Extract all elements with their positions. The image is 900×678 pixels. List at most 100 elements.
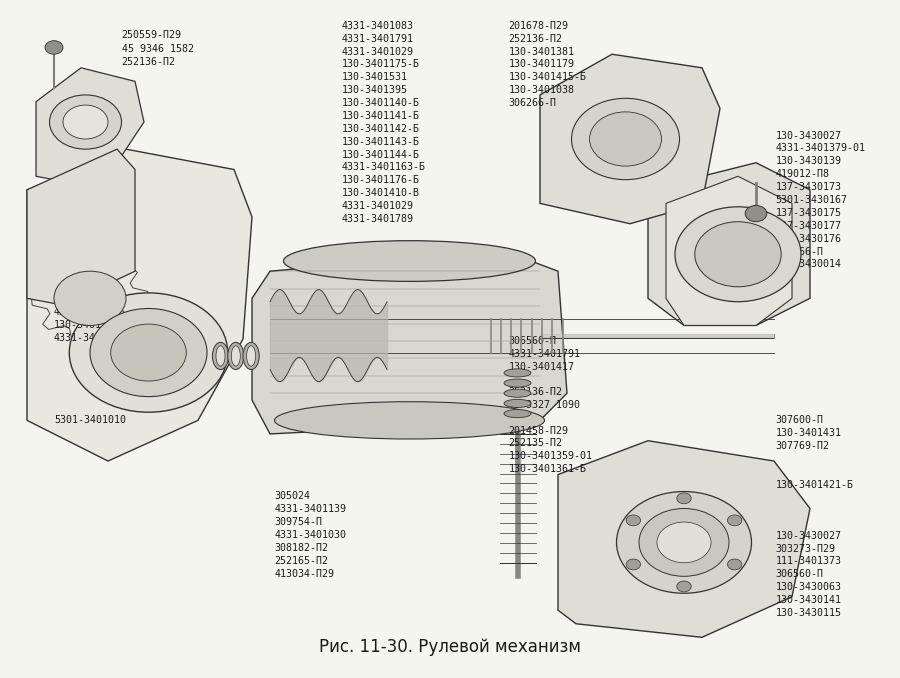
Text: 130-3401531: 130-3401531 (342, 73, 408, 82)
Text: 130-3401431: 130-3401431 (776, 428, 842, 438)
Circle shape (63, 105, 108, 139)
Ellipse shape (231, 346, 240, 366)
Text: 137-3430014: 137-3430014 (776, 260, 842, 269)
Text: 4331-3401029: 4331-3401029 (342, 201, 414, 211)
Text: 419012-П8: 419012-П8 (776, 170, 830, 179)
Circle shape (657, 522, 711, 563)
Polygon shape (252, 251, 567, 434)
Circle shape (745, 205, 767, 222)
Circle shape (677, 581, 691, 592)
Text: 306266-П: 306266-П (776, 247, 824, 256)
Polygon shape (648, 163, 810, 325)
Circle shape (677, 493, 691, 504)
Text: 4331-3401789: 4331-3401789 (342, 214, 414, 224)
Text: 130-3401144-Б: 130-3401144-Б (342, 150, 420, 159)
Text: 130-3401417: 130-3401417 (508, 362, 574, 372)
Text: 252136-П2: 252136-П2 (122, 58, 176, 67)
Text: 5301-3401010: 5301-3401010 (54, 416, 126, 425)
Ellipse shape (243, 342, 259, 370)
Text: 250559-П29: 250559-П29 (122, 31, 182, 40)
Circle shape (639, 508, 729, 576)
Circle shape (111, 324, 186, 381)
Ellipse shape (284, 241, 536, 281)
Text: 307769-П2: 307769-П2 (776, 441, 830, 451)
Text: 130-3430141: 130-3430141 (776, 595, 842, 605)
Ellipse shape (504, 389, 531, 397)
Text: 130-3401142-Б: 130-3401142-Б (342, 124, 420, 134)
Text: 130-3401381: 130-3401381 (508, 47, 574, 56)
Text: 45 9327 1090: 45 9327 1090 (508, 400, 580, 410)
Text: 4331-3401379-01: 4331-3401379-01 (776, 144, 866, 153)
Circle shape (590, 112, 662, 166)
Text: 4331-3401791: 4331-3401791 (508, 349, 580, 359)
Text: 201678-П29: 201678-П29 (508, 21, 569, 31)
Text: 307600-П: 307600-П (776, 416, 824, 425)
Text: 130-3430027: 130-3430027 (776, 531, 842, 540)
Text: 4331-3401529-02: 4331-3401529-02 (54, 333, 144, 342)
Text: 137-3430173: 137-3430173 (776, 182, 842, 192)
Circle shape (675, 207, 801, 302)
Text: 252165-П2: 252165-П2 (274, 556, 328, 565)
Circle shape (45, 41, 63, 54)
Text: 201458-П29: 201458-П29 (508, 426, 569, 435)
Text: 130-3401179: 130-3401179 (508, 60, 574, 69)
Text: 130-3401421-Б: 130-3401421-Б (776, 480, 854, 490)
Text: 306266-П: 306266-П (508, 98, 556, 108)
Text: 45 9346 1582: 45 9346 1582 (122, 44, 194, 54)
Text: 111-3401373: 111-3401373 (776, 557, 842, 566)
Text: 130-3401038: 130-3401038 (508, 85, 574, 95)
Circle shape (572, 98, 680, 180)
Text: 4331-3401029: 4331-3401029 (342, 47, 414, 56)
Polygon shape (27, 149, 252, 461)
Circle shape (69, 293, 228, 412)
Text: 306560-П: 306560-П (508, 336, 556, 346)
Circle shape (54, 271, 126, 325)
Polygon shape (36, 68, 144, 183)
Text: 4331-3401065: 4331-3401065 (54, 307, 126, 317)
Text: 130-3401415-Б: 130-3401415-Б (508, 73, 587, 82)
Circle shape (50, 95, 122, 149)
Text: 130-3401176-Б: 130-3401176-Б (342, 176, 420, 185)
Text: 130-3430139: 130-3430139 (776, 157, 842, 166)
Text: 252136-П2: 252136-П2 (508, 34, 562, 43)
Text: 130-3401359-01: 130-3401359-01 (508, 452, 592, 461)
Text: 130-3401410-В: 130-3401410-В (342, 188, 420, 198)
Text: 130-3401140-Б: 130-3401140-Б (342, 98, 420, 108)
Polygon shape (666, 176, 792, 325)
Circle shape (626, 515, 641, 526)
Circle shape (727, 515, 742, 526)
Text: 130-3430063: 130-3430063 (776, 582, 842, 592)
Ellipse shape (212, 342, 229, 370)
Circle shape (626, 559, 641, 570)
Text: 130-3401361-Б: 130-3401361-Б (508, 464, 587, 474)
Text: 130-3401141-Б: 130-3401141-Б (342, 111, 420, 121)
Polygon shape (558, 441, 810, 637)
Text: 137-3430177: 137-3430177 (776, 221, 842, 231)
Circle shape (90, 308, 207, 397)
Text: 130-3401175-Б: 130-3401175-Б (342, 60, 420, 69)
Text: 130-3401381: 130-3401381 (54, 320, 120, 330)
Ellipse shape (504, 379, 531, 387)
Text: 413034-П29: 413034-П29 (274, 569, 335, 578)
Text: 303273-П29: 303273-П29 (776, 544, 836, 553)
Text: Рис. 11-30. Рулевой механизм: Рис. 11-30. Рулевой механизм (319, 639, 581, 656)
Text: 130-3401395: 130-3401395 (342, 85, 408, 95)
Text: 130-3430115: 130-3430115 (776, 608, 842, 618)
Text: 4331-3401083: 4331-3401083 (342, 21, 414, 31)
Text: 130-3430027: 130-3430027 (776, 131, 842, 140)
Ellipse shape (228, 342, 244, 370)
Text: 4331-3401139: 4331-3401139 (274, 504, 346, 514)
Text: 309754-П: 309754-П (274, 517, 322, 527)
Ellipse shape (247, 346, 256, 366)
Text: 4331-3401791: 4331-3401791 (342, 34, 414, 43)
Circle shape (695, 222, 781, 287)
Ellipse shape (274, 401, 544, 439)
Text: 137-3430175: 137-3430175 (776, 208, 842, 218)
Text: 4331-3401163-Б: 4331-3401163-Б (342, 163, 426, 172)
Ellipse shape (504, 399, 531, 407)
Text: 130-3401143-Б: 130-3401143-Б (342, 137, 420, 146)
Circle shape (616, 492, 751, 593)
Text: 252135-П2: 252135-П2 (508, 439, 562, 448)
Ellipse shape (504, 410, 531, 418)
Ellipse shape (504, 369, 531, 377)
